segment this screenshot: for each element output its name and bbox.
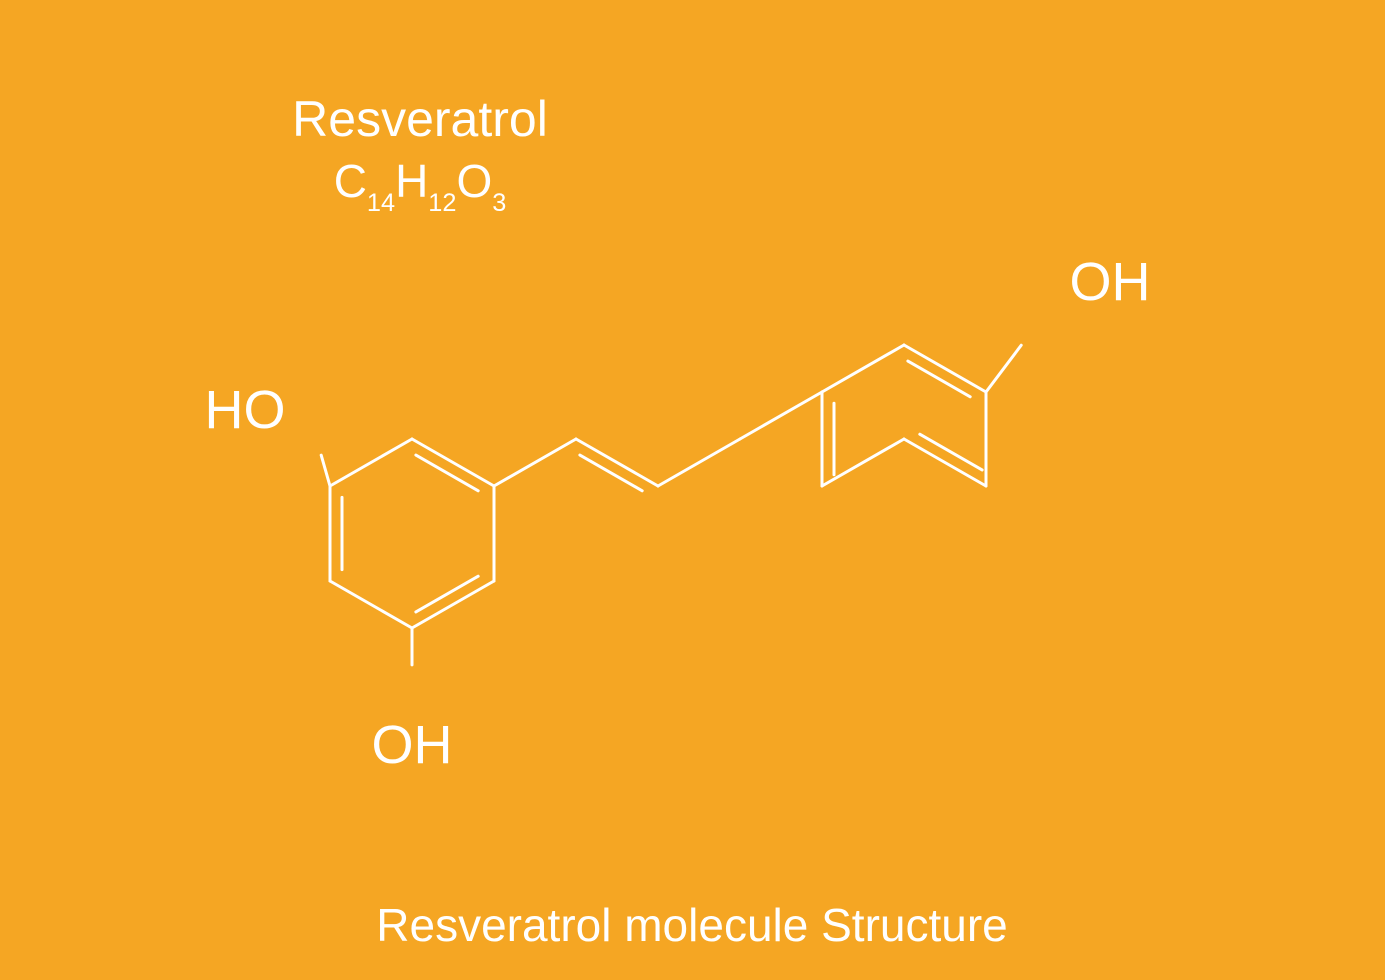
hydroxyl-label-right: OH [1070, 251, 1151, 313]
compound-name: Resveratrol [270, 90, 570, 148]
title-block: Resveratrol C14H12O3 [270, 90, 570, 214]
caption: Resveratrol molecule Structure [376, 898, 1007, 952]
molecule-diagram [0, 0, 1385, 980]
molecular-formula: C14H12O3 [270, 154, 570, 214]
hydroxyl-label-bottom: OH [372, 714, 453, 776]
hydroxyl-label-left: HO [205, 379, 286, 441]
